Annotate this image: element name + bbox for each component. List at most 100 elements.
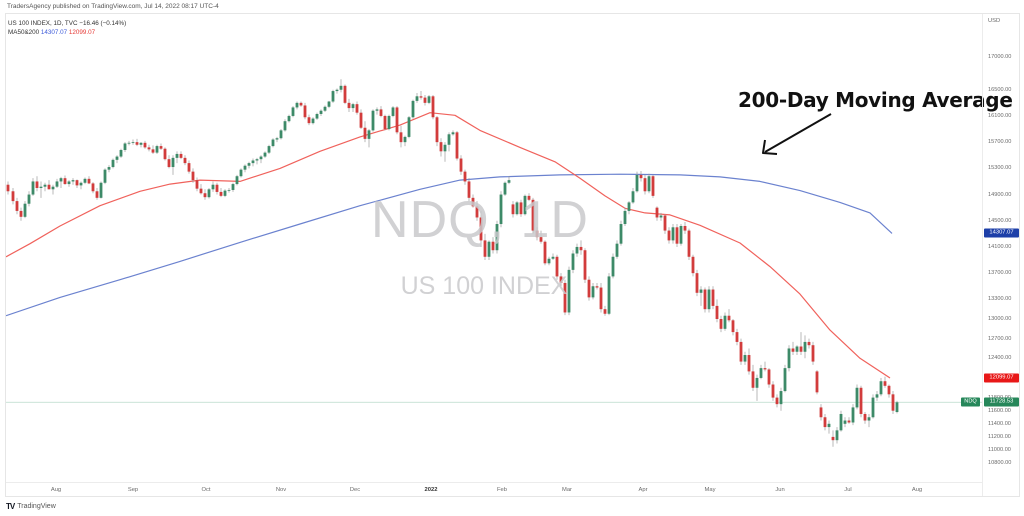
candle (559, 273, 563, 287)
candle (687, 228, 691, 261)
candle (379, 106, 383, 118)
candle (343, 84, 347, 105)
price-tick: 13000.00 (988, 316, 1012, 322)
candle (799, 332, 803, 356)
price-axis[interactable]: USD 17000.00 16500.00 16100.00 15700.00 1530… (982, 14, 1020, 496)
time-tick: Apr (638, 487, 648, 493)
candle (171, 155, 175, 175)
candle (635, 171, 639, 193)
candle (587, 276, 591, 301)
candle (299, 101, 303, 107)
ma-legend[interactable]: MA50&200 14307.07 12099.07 (8, 28, 126, 37)
candle (331, 89, 335, 103)
symbol-legend[interactable]: US 100 INDEX, 1D, TVC −16.46 (−0.14%) (8, 20, 127, 27)
candle (503, 181, 507, 196)
ma50-line[interactable] (6, 112, 891, 379)
candle (691, 254, 695, 277)
time-tick: Nov (275, 487, 287, 493)
candle (771, 381, 775, 401)
candle (51, 184, 55, 195)
candle (255, 157, 259, 165)
ma200-line[interactable] (6, 173, 893, 317)
price-tick: 17000.00 (988, 54, 1012, 60)
price-tick: 14900.00 (988, 191, 1012, 198)
candle (307, 114, 311, 126)
candle (747, 348, 751, 375)
candlestick-chart (6, 79, 982, 447)
price-tick: 14100.00 (988, 243, 1012, 250)
chart-plot-area[interactable]: NDQ, 1D US 100 INDEX (6, 14, 982, 482)
candle (191, 168, 195, 183)
candle (55, 178, 59, 188)
candle (515, 201, 519, 216)
candle (143, 140, 147, 149)
time-axis[interactable]: Aug Sep Oct Nov Dec 2022 Feb Mar Apr May Jun Jul Aug (6, 482, 982, 496)
time-tick: Feb (497, 487, 507, 493)
candle (23, 201, 27, 219)
candle (11, 188, 15, 205)
candle (131, 139, 135, 145)
price-tick: 15300.00 (988, 165, 1012, 172)
candle (547, 256, 551, 266)
candle (623, 207, 627, 226)
candle (627, 201, 631, 215)
candle (79, 181, 83, 190)
candle (199, 184, 203, 195)
candle (739, 338, 743, 365)
candle (151, 145, 155, 154)
last-price-tag: 11728.53 (984, 397, 1019, 407)
candle (167, 155, 171, 169)
candle (423, 94, 427, 106)
candle (87, 176, 91, 185)
candle (487, 240, 491, 261)
candle (163, 147, 167, 161)
candle (803, 335, 807, 359)
candle (795, 345, 799, 356)
time-tick: Dec (349, 487, 361, 493)
candle (643, 174, 647, 195)
price-tick: 12400.00 (988, 355, 1012, 362)
publisher-line: TradersAgency published on TradingView.c… (7, 3, 219, 10)
candle (451, 130, 455, 136)
candle (47, 180, 51, 190)
candle (319, 109, 323, 116)
price-tick: 12700.00 (988, 335, 1012, 342)
candle (311, 117, 315, 125)
candle (231, 182, 235, 192)
candle (247, 161, 251, 169)
candle (631, 188, 635, 204)
candle (351, 102, 355, 113)
tradingview-logo[interactable]: TV TradingView (6, 502, 56, 511)
candle (363, 121, 367, 143)
ma50-price-tag: 12099.07 (984, 373, 1019, 383)
candle (235, 174, 239, 186)
candle (463, 169, 467, 185)
candle (127, 140, 131, 146)
candle (483, 233, 487, 261)
candle (639, 170, 643, 182)
price-tick: 11200.00 (988, 433, 1011, 440)
candle (315, 112, 319, 120)
candle (495, 220, 499, 254)
candle (367, 129, 371, 148)
candle (155, 144, 159, 154)
candle (59, 176, 63, 188)
candle (507, 176, 511, 185)
candle (667, 227, 671, 244)
ma200-annotation: 200-Day Moving Average (738, 88, 1013, 112)
candle (415, 93, 419, 103)
candle (27, 191, 31, 207)
ma200-price-tag: 14307.07 (984, 228, 1019, 238)
candle (407, 115, 411, 139)
candle (535, 227, 539, 241)
candle (399, 125, 403, 148)
time-tick: Aug (50, 487, 62, 493)
candle (887, 384, 891, 398)
candle (883, 376, 887, 388)
candle (763, 361, 767, 372)
candle (6, 181, 10, 195)
candle (183, 155, 187, 166)
candle (523, 194, 527, 216)
candle (227, 188, 231, 193)
candle (295, 101, 299, 110)
